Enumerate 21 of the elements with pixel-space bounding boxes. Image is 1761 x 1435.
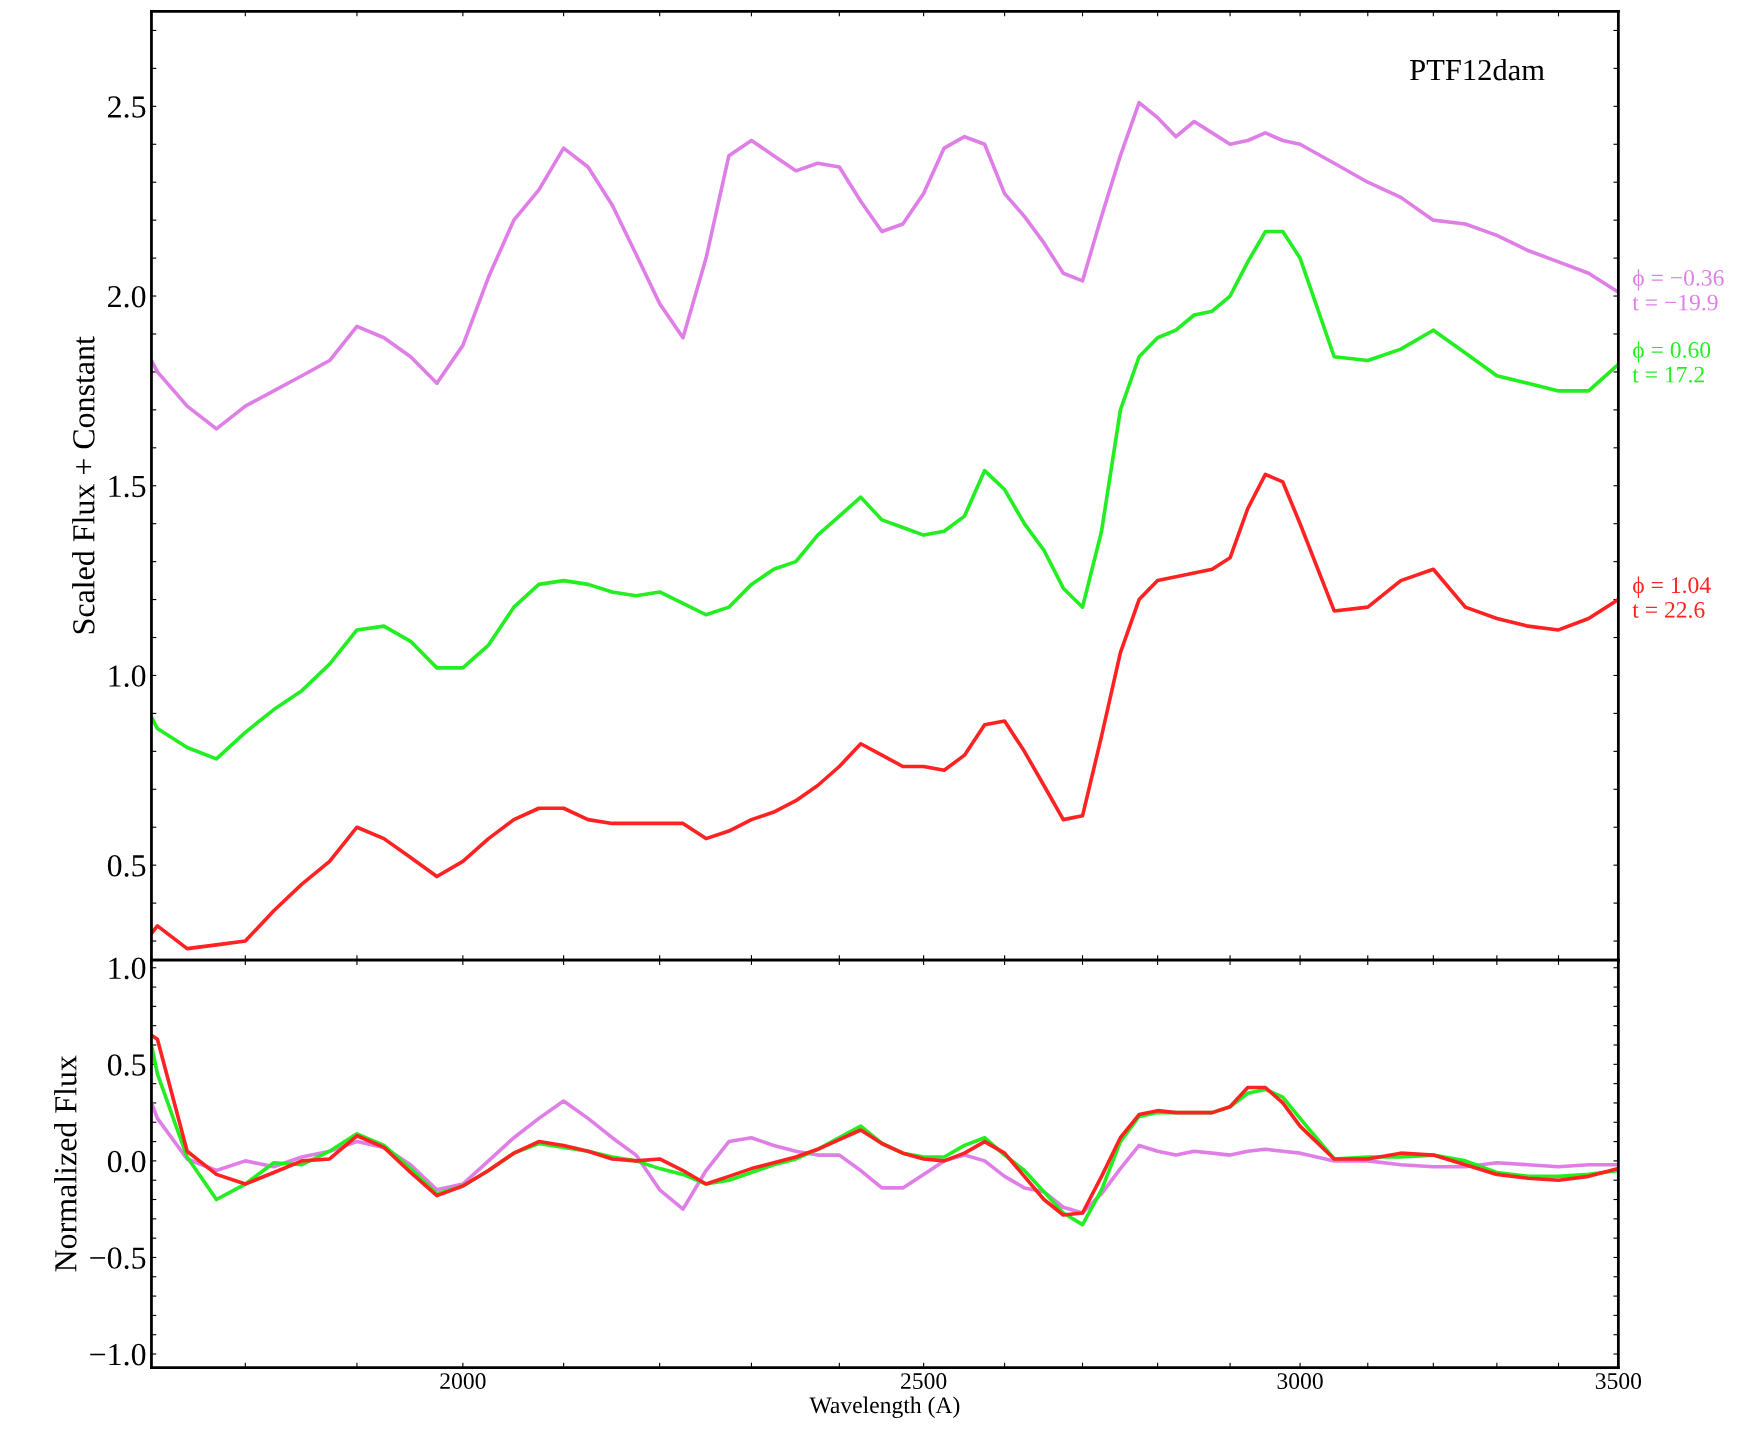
y-tick-label: 1.5 xyxy=(109,475,146,498)
series-label: ϕ = 0.60 t = 17.2 xyxy=(1632,341,1711,383)
y-tick-label: 0.5 xyxy=(107,855,146,877)
y-tick-label: −1.0 xyxy=(90,1343,146,1366)
y-tick-label: 1.0 xyxy=(109,957,146,980)
x-tick-label: 2000 xyxy=(440,1373,486,1390)
x-tick-label: 3500 xyxy=(1595,1373,1642,1390)
y-tick-label: 0.0 xyxy=(107,1150,146,1173)
y-tick-label: 1.0 xyxy=(109,665,146,687)
y-axis-title: Normalized Flux xyxy=(54,1055,77,1272)
y-tick-label: 2.0 xyxy=(108,285,146,308)
y-tick-label: 2.5 xyxy=(108,96,146,118)
series-label: ϕ = −0.36 t = −19.9 xyxy=(1632,269,1724,311)
y-tick-label: 0.5 xyxy=(107,1054,146,1076)
annotation: PTF12dam xyxy=(1410,58,1545,81)
x-axis-title: Wavelength (A) xyxy=(809,1396,960,1419)
x-tick-label: 2500 xyxy=(901,1373,947,1390)
y-axis-title: Scaled Flux + Constant xyxy=(72,336,95,634)
series-label: ϕ = 1.04 t = 22.6 xyxy=(1632,576,1711,618)
y-tick-label: −0.5 xyxy=(90,1247,146,1269)
x-tick-label: 3000 xyxy=(1277,1373,1323,1390)
